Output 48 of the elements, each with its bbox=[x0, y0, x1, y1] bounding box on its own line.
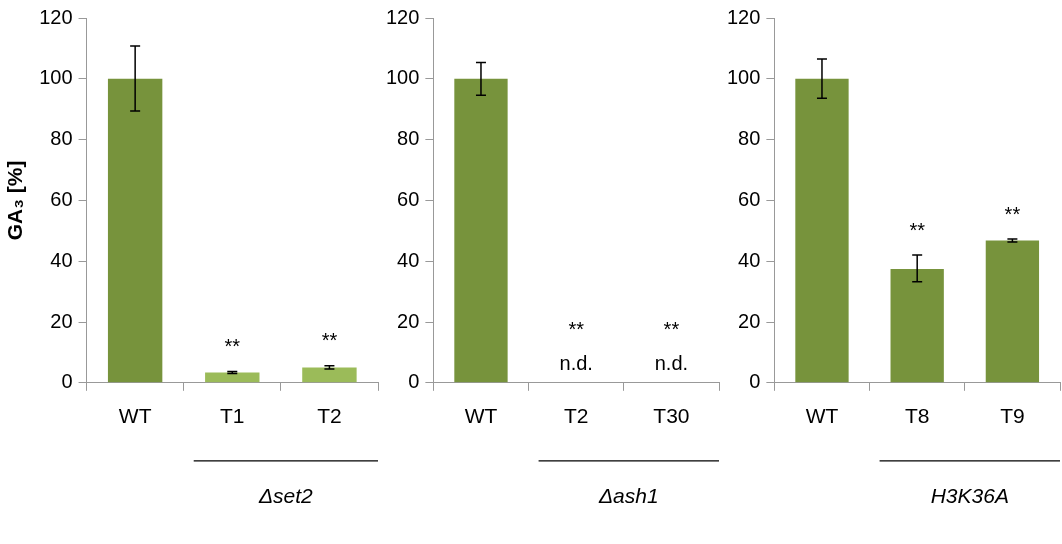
bar bbox=[890, 269, 944, 383]
y-tick-label: 40 bbox=[50, 248, 73, 271]
y-tick-label: 100 bbox=[385, 66, 420, 89]
annotation: ** bbox=[568, 318, 585, 341]
x-tick-label: T9 bbox=[1000, 404, 1025, 428]
y-axis-title: GA₃ [%] bbox=[3, 160, 27, 241]
y-tick-label: 0 bbox=[749, 370, 761, 393]
y-tick-label: 80 bbox=[738, 127, 761, 150]
y-tick-label: 120 bbox=[726, 5, 761, 28]
y-tick-label: 40 bbox=[397, 248, 420, 271]
x-tick-label: T2 bbox=[317, 404, 342, 428]
y-tick-label: 0 bbox=[61, 370, 73, 393]
x-tick-label: WT bbox=[464, 404, 498, 428]
text: H3K36A bbox=[930, 483, 1009, 507]
text: Δash1 bbox=[597, 483, 659, 507]
y-tick-label: 60 bbox=[50, 187, 73, 210]
x-tick-label: T2 bbox=[563, 404, 589, 428]
data-label: ** bbox=[1004, 202, 1021, 225]
bar bbox=[795, 78, 849, 383]
bar bbox=[205, 372, 260, 383]
text: Δset2 bbox=[257, 483, 314, 507]
y-tick-label: 100 bbox=[39, 66, 73, 89]
data-label: ** bbox=[909, 218, 926, 241]
x-tick-label: T1 bbox=[220, 404, 245, 428]
data-label: ** bbox=[321, 329, 338, 352]
x-tick-label: T30 bbox=[653, 404, 690, 428]
y-tick-label: 60 bbox=[738, 187, 761, 210]
y-tick-label: 40 bbox=[738, 248, 761, 271]
x-tick-label: WT bbox=[805, 404, 839, 428]
y-tick-label: 20 bbox=[738, 309, 761, 332]
x-tick-label: T8 bbox=[904, 404, 930, 428]
annotation: ** bbox=[663, 318, 680, 341]
x-tick-label: WT bbox=[118, 404, 152, 428]
bar bbox=[107, 78, 163, 383]
data-label: ** bbox=[224, 335, 241, 358]
y-tick-label: 20 bbox=[50, 309, 73, 332]
bar bbox=[302, 367, 357, 383]
text: n.d. bbox=[559, 352, 593, 375]
y-tick-label: 20 bbox=[397, 309, 420, 332]
y-tick-label: 80 bbox=[397, 127, 420, 150]
y-tick-label: 0 bbox=[408, 370, 420, 393]
y-tick-label: 60 bbox=[397, 187, 420, 210]
y-tick-label: 120 bbox=[385, 5, 420, 28]
bar bbox=[985, 240, 1040, 383]
text: n.d. bbox=[654, 352, 689, 375]
y-tick-label: 120 bbox=[39, 5, 73, 28]
y-tick-label: 100 bbox=[726, 66, 761, 89]
y-tick-label: 80 bbox=[50, 127, 73, 150]
